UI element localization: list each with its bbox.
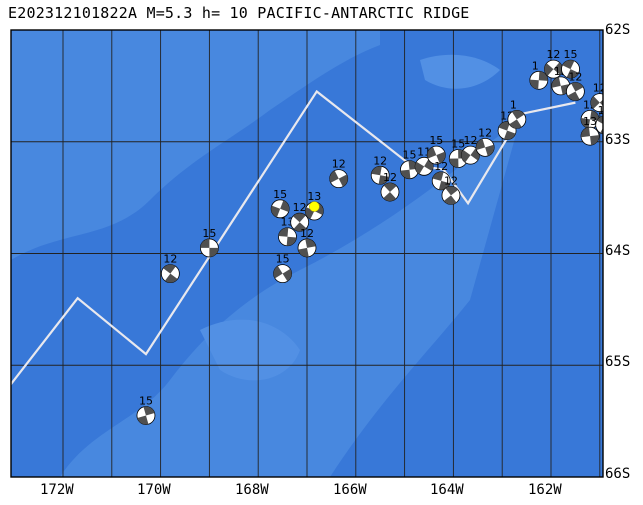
focal-mechanism-beachball: 12: [329, 158, 349, 189]
depth-label: 12: [593, 82, 607, 95]
focal-mechanism-beachball: 1: [507, 98, 527, 129]
focal-mechanism-beachball: 12: [431, 160, 451, 191]
depth-label: 15: [429, 134, 443, 147]
focal-mechanism-beachball: 12: [297, 227, 317, 258]
depth-label: 12: [434, 160, 448, 173]
depth-label: 12: [373, 154, 387, 167]
focal-mechanism-beachball: 15: [270, 188, 290, 219]
lon-label-170w: 170W: [137, 482, 171, 498]
focal-mechanism-beachball: 12: [566, 70, 585, 101]
lat-label-63s: 63S: [605, 132, 631, 148]
focal-mechanism-beachball: 16: [595, 104, 612, 135]
lat-label-62s: 62S: [605, 22, 631, 38]
depth-label: 15: [139, 395, 153, 408]
depth-label: 13: [307, 190, 321, 203]
focal-mechanism-beachball: 12: [497, 110, 517, 140]
depth-label: 16: [598, 104, 612, 117]
depth-label: 12: [463, 134, 477, 147]
depth-label: 15: [273, 188, 287, 201]
depth-label: 12: [293, 201, 307, 214]
depth-label: 12: [383, 171, 397, 184]
depth-label: 15: [402, 149, 416, 162]
depth-label: 12: [163, 253, 177, 266]
focal-mechanism-beachball: 12: [475, 126, 495, 157]
focal-mechanism-beachball: 13: [580, 115, 600, 146]
lon-label-172w: 172W: [40, 482, 74, 498]
focal-mechanism-beachball: 1: [529, 59, 549, 90]
focal-mechanism-beachball: 15: [273, 253, 293, 284]
depth-label: 1: [510, 98, 517, 111]
lat-label-66s: 66S: [605, 466, 631, 482]
depth-label: 13: [583, 115, 597, 128]
epicenter-marker: [309, 201, 320, 212]
lat-label-64s: 64S: [605, 243, 631, 259]
focal-mechanism-beachball: 15: [136, 395, 156, 425]
focal-mechanism-beachball: 12: [380, 171, 400, 202]
depth-label: 15: [276, 253, 290, 266]
focal-mechanism-beachball: 12: [441, 174, 461, 205]
focal-mechanism-beachball: 12: [370, 154, 390, 185]
lon-label-168w: 168W: [235, 482, 269, 498]
depth-label: 1: [532, 59, 539, 72]
lon-label-162w: 162W: [528, 482, 562, 498]
depth-label: 12: [300, 227, 314, 240]
depth-label: 15: [451, 138, 465, 151]
depth-label: 15: [564, 48, 578, 61]
focal-mechanism-beachball: 12: [160, 253, 180, 284]
lon-label-166w: 166W: [333, 482, 367, 498]
focal-mechanism-beachball: 15: [426, 134, 446, 165]
focal-mechanism-beachball: 12: [290, 201, 310, 232]
depth-label: 12: [546, 48, 560, 61]
lon-label-164w: 164W: [430, 482, 464, 498]
focal-mechanism-beachball: 12: [590, 82, 607, 113]
map-title: E202312101822A M=5.3 h= 10 PACIFIC-ANTAR…: [8, 4, 470, 22]
focal-mechanism-beachball: 12: [544, 48, 563, 79]
lat-label-65s: 65S: [605, 354, 631, 370]
depth-label: 12: [478, 126, 492, 139]
focal-mechanism-beachball: 15: [561, 48, 580, 79]
depth-label: 15: [202, 227, 216, 240]
depth-label: 12: [444, 174, 458, 187]
depth-label: 12: [332, 158, 346, 171]
depth-label: 12: [568, 70, 582, 83]
map-frame: [10, 29, 604, 478]
focal-mechanism-beachball: 15: [199, 227, 219, 258]
